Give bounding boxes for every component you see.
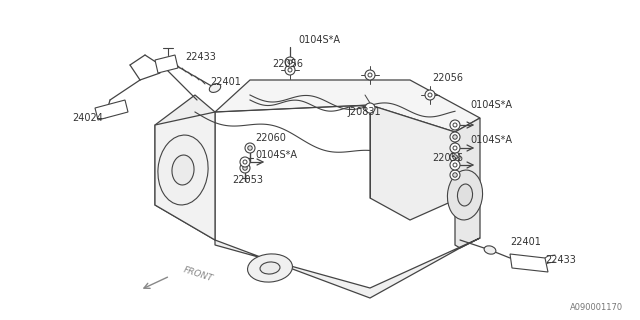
Polygon shape: [155, 55, 178, 73]
Text: 22401: 22401: [510, 237, 541, 247]
Circle shape: [452, 135, 457, 139]
Circle shape: [453, 146, 457, 150]
Circle shape: [428, 93, 432, 97]
Circle shape: [368, 73, 372, 77]
Circle shape: [452, 155, 457, 159]
Text: 22056: 22056: [432, 73, 463, 83]
Circle shape: [450, 132, 460, 142]
Ellipse shape: [248, 254, 292, 282]
Text: 22056: 22056: [272, 59, 303, 69]
Circle shape: [285, 65, 295, 75]
Text: J20831: J20831: [347, 107, 381, 117]
Polygon shape: [370, 105, 455, 220]
Text: 0104S*A: 0104S*A: [470, 100, 512, 110]
Ellipse shape: [158, 135, 208, 205]
Circle shape: [243, 166, 247, 170]
Circle shape: [240, 163, 250, 173]
Polygon shape: [215, 80, 480, 132]
Circle shape: [288, 68, 292, 72]
Circle shape: [248, 146, 252, 150]
Circle shape: [453, 123, 457, 127]
Text: 22401: 22401: [210, 77, 241, 87]
Text: 0104S*A: 0104S*A: [470, 135, 512, 145]
Polygon shape: [155, 95, 215, 240]
Circle shape: [450, 152, 460, 162]
Text: 22053: 22053: [232, 175, 263, 185]
Polygon shape: [155, 112, 215, 240]
Polygon shape: [455, 118, 480, 248]
Text: 0104S*A: 0104S*A: [255, 150, 297, 160]
Circle shape: [365, 103, 375, 113]
Polygon shape: [215, 238, 480, 298]
Circle shape: [453, 163, 457, 167]
Text: 22433: 22433: [545, 255, 576, 265]
Circle shape: [450, 120, 460, 130]
Text: 22056: 22056: [432, 153, 463, 163]
Circle shape: [450, 160, 460, 170]
Text: A090001170: A090001170: [570, 303, 623, 313]
Circle shape: [243, 160, 247, 164]
Circle shape: [288, 60, 292, 64]
Text: FRONT: FRONT: [182, 265, 214, 283]
Circle shape: [450, 143, 460, 153]
Ellipse shape: [209, 84, 221, 92]
Ellipse shape: [172, 155, 194, 185]
Circle shape: [425, 90, 435, 100]
Ellipse shape: [484, 246, 496, 254]
Ellipse shape: [458, 184, 472, 206]
Circle shape: [245, 143, 255, 153]
Circle shape: [285, 57, 295, 67]
Circle shape: [365, 70, 375, 80]
Text: 22433: 22433: [185, 52, 216, 62]
Ellipse shape: [447, 170, 483, 220]
Text: 22060: 22060: [255, 133, 286, 143]
Ellipse shape: [260, 262, 280, 274]
Polygon shape: [95, 100, 128, 120]
Circle shape: [452, 173, 457, 177]
Circle shape: [240, 157, 250, 167]
Circle shape: [450, 170, 460, 180]
Polygon shape: [510, 254, 548, 272]
Text: 24024: 24024: [72, 113, 103, 123]
Text: 0104S*A: 0104S*A: [298, 35, 340, 45]
